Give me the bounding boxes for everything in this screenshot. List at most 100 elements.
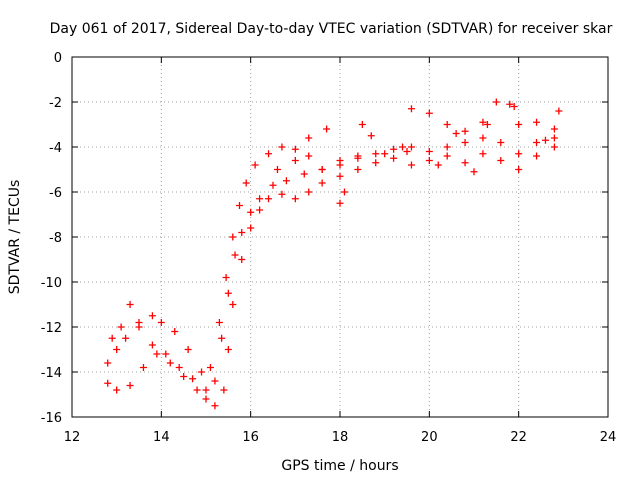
data-point xyxy=(533,118,541,126)
data-point xyxy=(211,377,219,385)
series-scattered xyxy=(273,103,558,207)
data-point xyxy=(265,150,273,158)
data-point xyxy=(318,179,326,187)
data-point xyxy=(104,359,112,367)
data-point xyxy=(242,179,250,187)
data-point xyxy=(229,301,237,308)
x-axis-label: GPS time / hours xyxy=(281,458,398,474)
data-point xyxy=(407,105,415,113)
x-tick-label: 20 xyxy=(421,430,438,445)
data-point xyxy=(215,319,223,326)
data-point xyxy=(550,134,558,142)
data-point xyxy=(247,208,255,216)
data-point xyxy=(229,233,237,241)
data-point xyxy=(497,139,505,146)
data-point xyxy=(236,202,243,209)
x-tick-label: 12 xyxy=(64,430,81,445)
data-point xyxy=(157,319,165,326)
data-point xyxy=(291,195,299,203)
data-point xyxy=(461,127,469,135)
data-point xyxy=(247,224,255,232)
data-point xyxy=(305,152,313,160)
data-point xyxy=(108,334,116,342)
data-point xyxy=(390,154,398,162)
data-point xyxy=(550,143,558,151)
data-point xyxy=(251,161,259,169)
y-tick-label: -12 xyxy=(41,321,62,336)
chart-title: Day 061 of 2017, Sidereal Day-to-day VTE… xyxy=(50,21,613,37)
data-point xyxy=(278,190,286,198)
data-point xyxy=(358,121,366,128)
y-tick-label: -16 xyxy=(41,411,62,426)
data-point xyxy=(117,323,125,331)
data-point xyxy=(323,125,331,133)
data-point xyxy=(434,161,442,169)
x-tick-label: 24 xyxy=(600,430,617,445)
data-point xyxy=(122,334,130,342)
data-point xyxy=(135,319,143,326)
data-point xyxy=(269,181,277,189)
series-track-b xyxy=(104,125,558,394)
data-point xyxy=(461,159,469,167)
x-tick-label: 22 xyxy=(510,430,527,445)
data-point xyxy=(206,364,214,371)
data-point xyxy=(354,152,362,160)
data-point xyxy=(399,143,407,151)
data-point xyxy=(184,346,192,353)
data-point xyxy=(497,157,505,164)
data-point xyxy=(425,148,433,155)
data-point xyxy=(452,130,460,137)
data-point xyxy=(407,143,415,151)
data-point xyxy=(390,145,398,153)
data-point xyxy=(126,382,134,389)
data-point xyxy=(139,364,147,371)
data-point xyxy=(180,373,188,380)
data-point xyxy=(113,346,121,353)
data-point xyxy=(479,118,487,126)
data-point xyxy=(265,195,273,203)
data-point xyxy=(443,121,451,128)
data-point xyxy=(541,136,549,144)
data-point xyxy=(211,402,219,410)
y-tick-label: -10 xyxy=(41,276,62,291)
data-point xyxy=(148,312,156,320)
data-point xyxy=(278,143,286,151)
grid-layer xyxy=(72,57,608,417)
plot-frame xyxy=(71,56,609,418)
axis-layer: 12 14 16 18 20 22 24 0 -2 -4 -6 -8 -10 -12 -14 -16 xyxy=(41,51,617,445)
data-point xyxy=(222,274,230,281)
data-point xyxy=(403,148,411,155)
y-tick-label: 0 xyxy=(54,51,62,66)
data-point xyxy=(555,107,563,115)
data-point xyxy=(533,139,541,146)
data-point xyxy=(273,166,281,173)
data-point xyxy=(231,251,239,259)
data-point xyxy=(104,379,112,387)
y-axis-label: SDTVAR / TECUs xyxy=(7,180,23,295)
data-point xyxy=(224,346,232,353)
data-point xyxy=(224,289,232,297)
data-point xyxy=(340,188,348,196)
y-tick-label: -2 xyxy=(49,96,62,111)
data-point xyxy=(470,168,478,176)
data-point xyxy=(506,100,514,108)
y-tick-label: -4 xyxy=(49,141,62,156)
data-point xyxy=(218,334,226,342)
data-point xyxy=(510,103,518,110)
data-point xyxy=(175,364,183,371)
data-point xyxy=(238,229,246,236)
data-point xyxy=(193,386,201,394)
data-point xyxy=(202,395,210,403)
series-track-c xyxy=(108,98,563,376)
data-point xyxy=(515,166,523,173)
x-tick-label: 14 xyxy=(153,430,170,445)
data-point xyxy=(198,368,206,376)
data-point xyxy=(407,161,415,169)
data-point xyxy=(305,188,313,196)
data-point xyxy=(461,139,469,146)
data-point xyxy=(220,386,228,394)
data-point xyxy=(515,150,523,158)
x-tick-label: 16 xyxy=(242,430,259,445)
